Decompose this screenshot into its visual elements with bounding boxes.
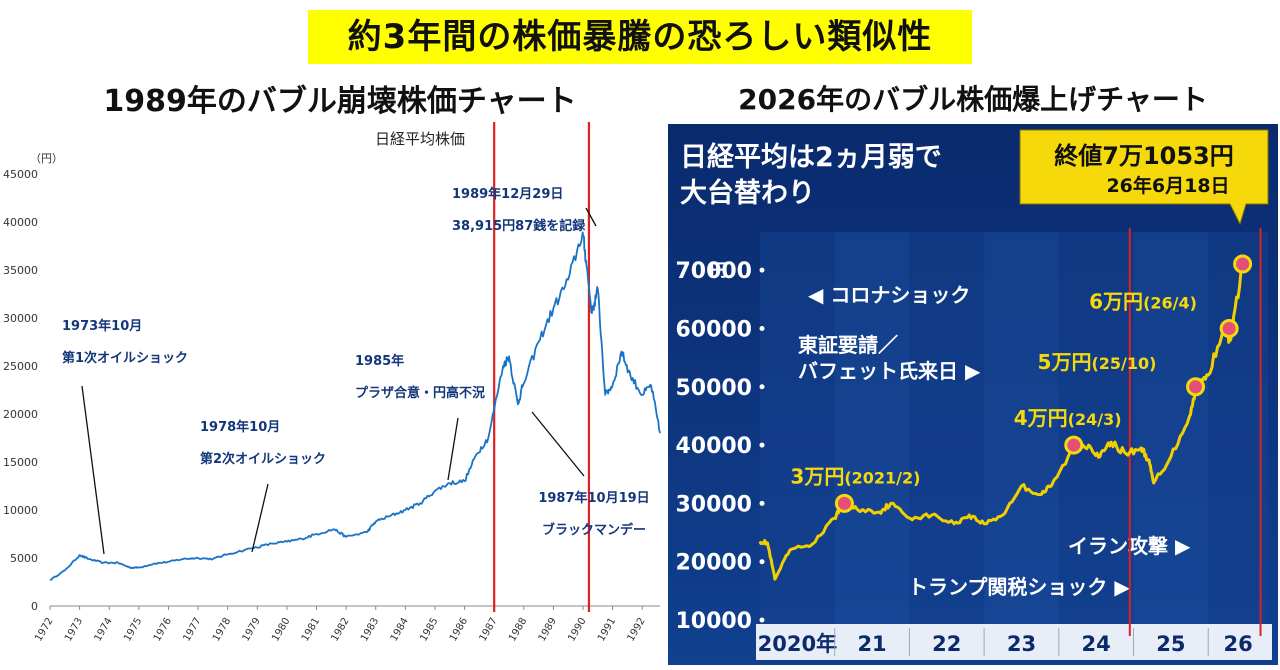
right-x-tick-label: 23 [1007, 632, 1036, 656]
left-annotation-event: ブラックマンデー [542, 522, 646, 538]
main-title: 約3年間の株価暴騰の恐ろしい類似性 [308, 10, 972, 64]
right-chart-title-line-2: 大台替わり [680, 177, 815, 209]
right-y-tick-dot [759, 559, 765, 565]
right-milestone-dot [834, 493, 854, 513]
left-y-tick-label: 5000 [10, 552, 38, 565]
right-axes: 10000 20000 30000 40000 50000 60000 70000 2020年… [675, 259, 1272, 660]
right-event-label: ◀ コロナショック [808, 283, 970, 307]
left-annotation-event: 38,915円87銭を記録 [452, 218, 586, 234]
left-annotation-date: 1987年10月19日 [538, 490, 649, 506]
left-annotation-leader [81, 385, 105, 555]
right-y-tick-dot [759, 442, 765, 448]
callout-line-1: 終値7万1053円 [1054, 142, 1234, 170]
right-event-label: トランプ関税ショック ▶ [908, 575, 1130, 599]
right-x-tick-label: 22 [932, 632, 961, 656]
right-y-tick-dot [759, 617, 765, 623]
right-y-tick-label: 70000 [675, 259, 752, 284]
left-annotation-event: プラザ合意・円高不況 [355, 385, 485, 401]
right-y-tick-label: 50000 [675, 376, 752, 401]
right-x-axis-strip [756, 624, 1272, 660]
right-milestone-dot [1064, 435, 1084, 455]
callout-line-2: 26年6月18日 [1106, 174, 1229, 197]
right-milestone-date: (25/10) [1091, 354, 1156, 373]
right-red-markers [1128, 228, 1262, 636]
right-milestone-date: (24/3) [1068, 410, 1122, 429]
left-annotation-date: 1989年12月29日 [452, 186, 563, 202]
right-milestone-dot [1219, 318, 1239, 338]
left-y-unit: （円） [30, 152, 63, 165]
right-event-label: バフェット氏来日 ▶ [798, 359, 981, 383]
right-y-tick-dot [759, 325, 765, 331]
left-annotation-date: 1973年10月 [62, 318, 142, 334]
right-year-band [834, 232, 910, 624]
right-y-tick-label: 40000 [675, 434, 752, 459]
left-annotation-event: 第2次オイルショック [200, 451, 326, 467]
right-y-unit: 円 [710, 261, 727, 281]
right-milestone-value: 5万円 [1038, 350, 1092, 374]
right-milestone-dot [1186, 377, 1206, 397]
left-series-line [49, 231, 661, 581]
right-series-line [758, 263, 1245, 581]
left-annotation-date: 1985年 [355, 353, 404, 369]
right-chart: 日経平均は2ヵ月弱で 大台替わり 10000 20000 30000 40000 500… [668, 124, 1278, 665]
right-milestone-value: 3万円 [790, 464, 844, 488]
right-milestone-value: 6万円 [1089, 289, 1143, 313]
left-y-tick-label: 35000 [3, 264, 38, 277]
right-x-tick-label: 26 [1224, 632, 1253, 656]
right-x-tick-label: 24 [1082, 632, 1111, 656]
left-chart-heading: 1989年のバブル崩壊株価チャート [103, 84, 577, 119]
right-y-tick-label: 60000 [675, 317, 752, 342]
left-annotation-event: 第1次オイルショック [62, 350, 188, 366]
right-x-tick-label: 25 [1156, 632, 1185, 656]
left-y-tick-label: 25000 [3, 360, 38, 373]
right-milestone-label: 5万円(25/10) [1038, 350, 1157, 374]
right-y-tick-dot [759, 500, 765, 506]
right-milestone-dot [1233, 254, 1253, 274]
right-milestone-label: 3万円(2021/2) [790, 464, 920, 488]
right-y-tick-dot [759, 384, 765, 390]
right-x-tick-label: 21 [857, 632, 886, 656]
right-milestone-value: 4万円 [1014, 406, 1068, 430]
right-milestone-date: (2021/2) [844, 468, 920, 487]
left-annotation-leader [251, 483, 269, 553]
right-milestone-label: 6万円(26/4) [1089, 289, 1197, 313]
left-y-tick-label: 40000 [3, 216, 38, 229]
left-annotation-leader [531, 411, 585, 477]
right-year-band [984, 232, 1059, 624]
right-y-tick-dot [759, 267, 765, 273]
left-red-markers [493, 122, 591, 612]
right-year-band [909, 232, 985, 624]
left-annotation-leader [447, 417, 459, 481]
right-milestones: 3万円(2021/2) 4万円(24/3) 5万円(25/10) 6万円(26/4) [790, 254, 1253, 513]
left-y-tick-label: 10000 [3, 504, 38, 517]
close-price-callout: 終値7万1053円 26年6月18日 [1019, 129, 1269, 226]
right-y-tick-label: 30000 [675, 492, 752, 517]
left-annotation-leader [585, 207, 597, 227]
right-x-tick-label: 2020年 [758, 632, 837, 656]
right-milestone-date: (26/4) [1143, 293, 1197, 312]
right-event-label: 東証要請／ [798, 333, 898, 357]
left-annotation-date: 1978年10月 [200, 419, 280, 435]
right-y-tick-label: 10000 [675, 609, 752, 634]
right-chart-title-line-1: 日経平均は2ヵ月弱で [680, 141, 942, 173]
left-y-tick-label: 0 [31, 600, 38, 613]
right-year-band [1058, 232, 1134, 624]
right-milestone-label: 4万円(24/3) [1014, 406, 1122, 430]
right-year-band [1133, 232, 1209, 624]
right-y-tick-label: 20000 [675, 551, 752, 576]
left-y-tick-label: 20000 [3, 408, 38, 421]
left-y-tick-label: 45000 [3, 168, 38, 181]
right-chart-heading: 2026年のバブル株価爆上げチャート [738, 83, 1208, 116]
left-y-tick-label: 30000 [3, 312, 38, 325]
left-axes: 0 5000 10000 15000 20000 25000 30000 35000 40000… [3, 168, 660, 644]
left-chart: 日経平均株価 （円） 0 5000 10000 15000 20000 25000 3000… [0, 118, 668, 670]
left-chart-title: 日経平均株価 [375, 130, 465, 148]
left-y-tick-label: 15000 [3, 456, 38, 469]
